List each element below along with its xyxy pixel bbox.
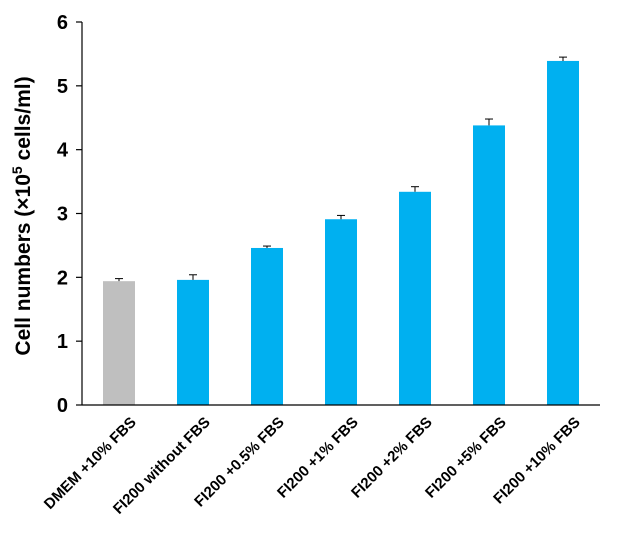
bar xyxy=(547,60,579,406)
y-tick-label: 3 xyxy=(57,204,68,226)
bar xyxy=(103,281,135,405)
svg-text:Cell numbers (×105 cells/ml): Cell numbers (×105 cells/ml) xyxy=(9,76,35,355)
y-tick-label: 1 xyxy=(57,331,68,353)
bar xyxy=(325,219,357,405)
y-axis-title-superscript: 5 xyxy=(9,166,25,174)
error-bar xyxy=(115,278,123,282)
error-bar xyxy=(411,186,419,192)
y-axis-title-main: Cell numbers (×10 xyxy=(12,174,35,355)
y-axis-title-tail: cells/ml) xyxy=(12,76,35,166)
y-tick-label: 4 xyxy=(57,140,69,162)
y-tick-label: 6 xyxy=(57,12,68,34)
error-bar xyxy=(189,274,197,280)
y-tick-label: 0 xyxy=(57,395,68,417)
bars xyxy=(103,60,579,406)
error-bar xyxy=(485,118,493,126)
error-bar xyxy=(559,56,567,61)
bar xyxy=(473,125,505,405)
bar xyxy=(177,279,209,405)
bar xyxy=(251,247,283,405)
error-bar xyxy=(263,245,271,248)
y-axis-ticks: 0 1 2 3 4 5 6 xyxy=(57,12,82,417)
y-axis-title: Cell numbers (×105 cells/ml) xyxy=(9,76,35,355)
error-bars xyxy=(115,56,567,282)
y-tick-label: 5 xyxy=(57,76,68,98)
error-bar xyxy=(337,214,345,220)
bar xyxy=(399,191,431,405)
y-tick-label: 2 xyxy=(57,267,68,289)
